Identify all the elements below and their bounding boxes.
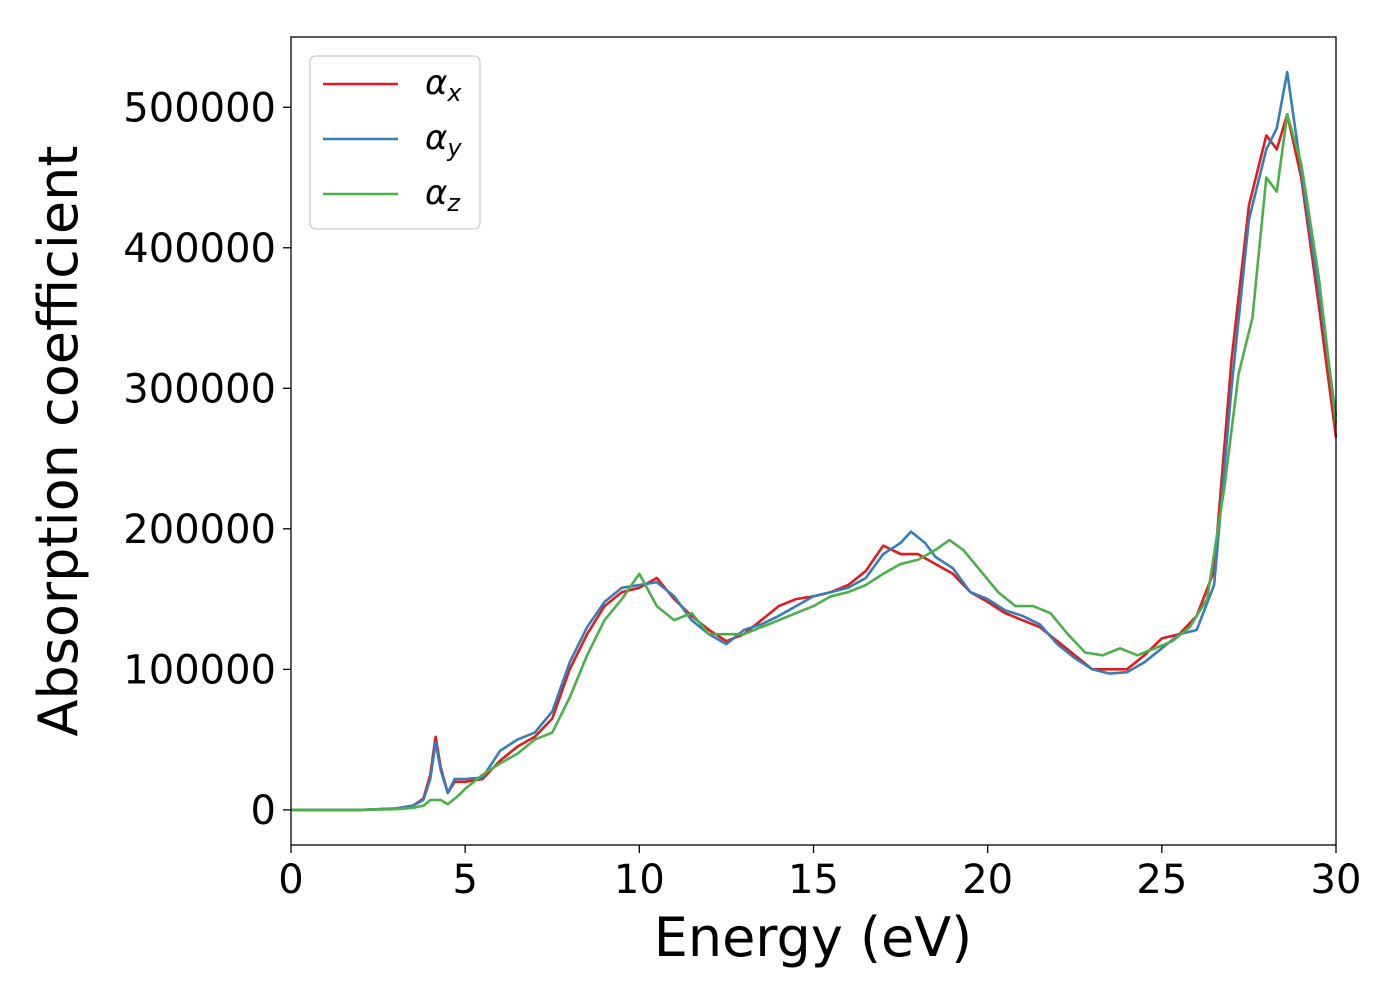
legend-label-x: αx (425, 63, 462, 107)
x-tick-label: 25 (1136, 857, 1187, 903)
x-tick-label: 20 (962, 857, 1013, 903)
y-tick-label: 200000 (123, 507, 276, 553)
y-tick-label: 300000 (123, 366, 276, 412)
x-tick-label: 5 (452, 857, 477, 903)
x-axis: 0 5 10 15 20 25 30 (278, 845, 1361, 903)
y-axis-title: Absorption coefficient (27, 146, 90, 737)
legend: αx αy αz (309, 55, 481, 230)
y-axis: 0 100000 200000 300000 400000 500000 (123, 85, 291, 834)
y-tick-label: 400000 (123, 226, 276, 272)
legend-box (309, 55, 481, 230)
y-tick-label: 100000 (123, 647, 276, 693)
y-tick-label: 500000 (123, 85, 276, 131)
x-tick-label: 15 (788, 857, 839, 903)
series-line-z (291, 113, 1338, 812)
legend-label-z: αz (425, 173, 461, 217)
y-tick-label: 0 (251, 788, 276, 834)
x-tick-label: 10 (614, 857, 665, 903)
x-tick-label: 0 (278, 857, 303, 903)
legend-label-y: αy (425, 118, 462, 162)
x-axis-title: Energy (eV) (654, 906, 973, 969)
series-layer (291, 70, 1338, 812)
x-tick-label: 30 (1311, 857, 1362, 903)
